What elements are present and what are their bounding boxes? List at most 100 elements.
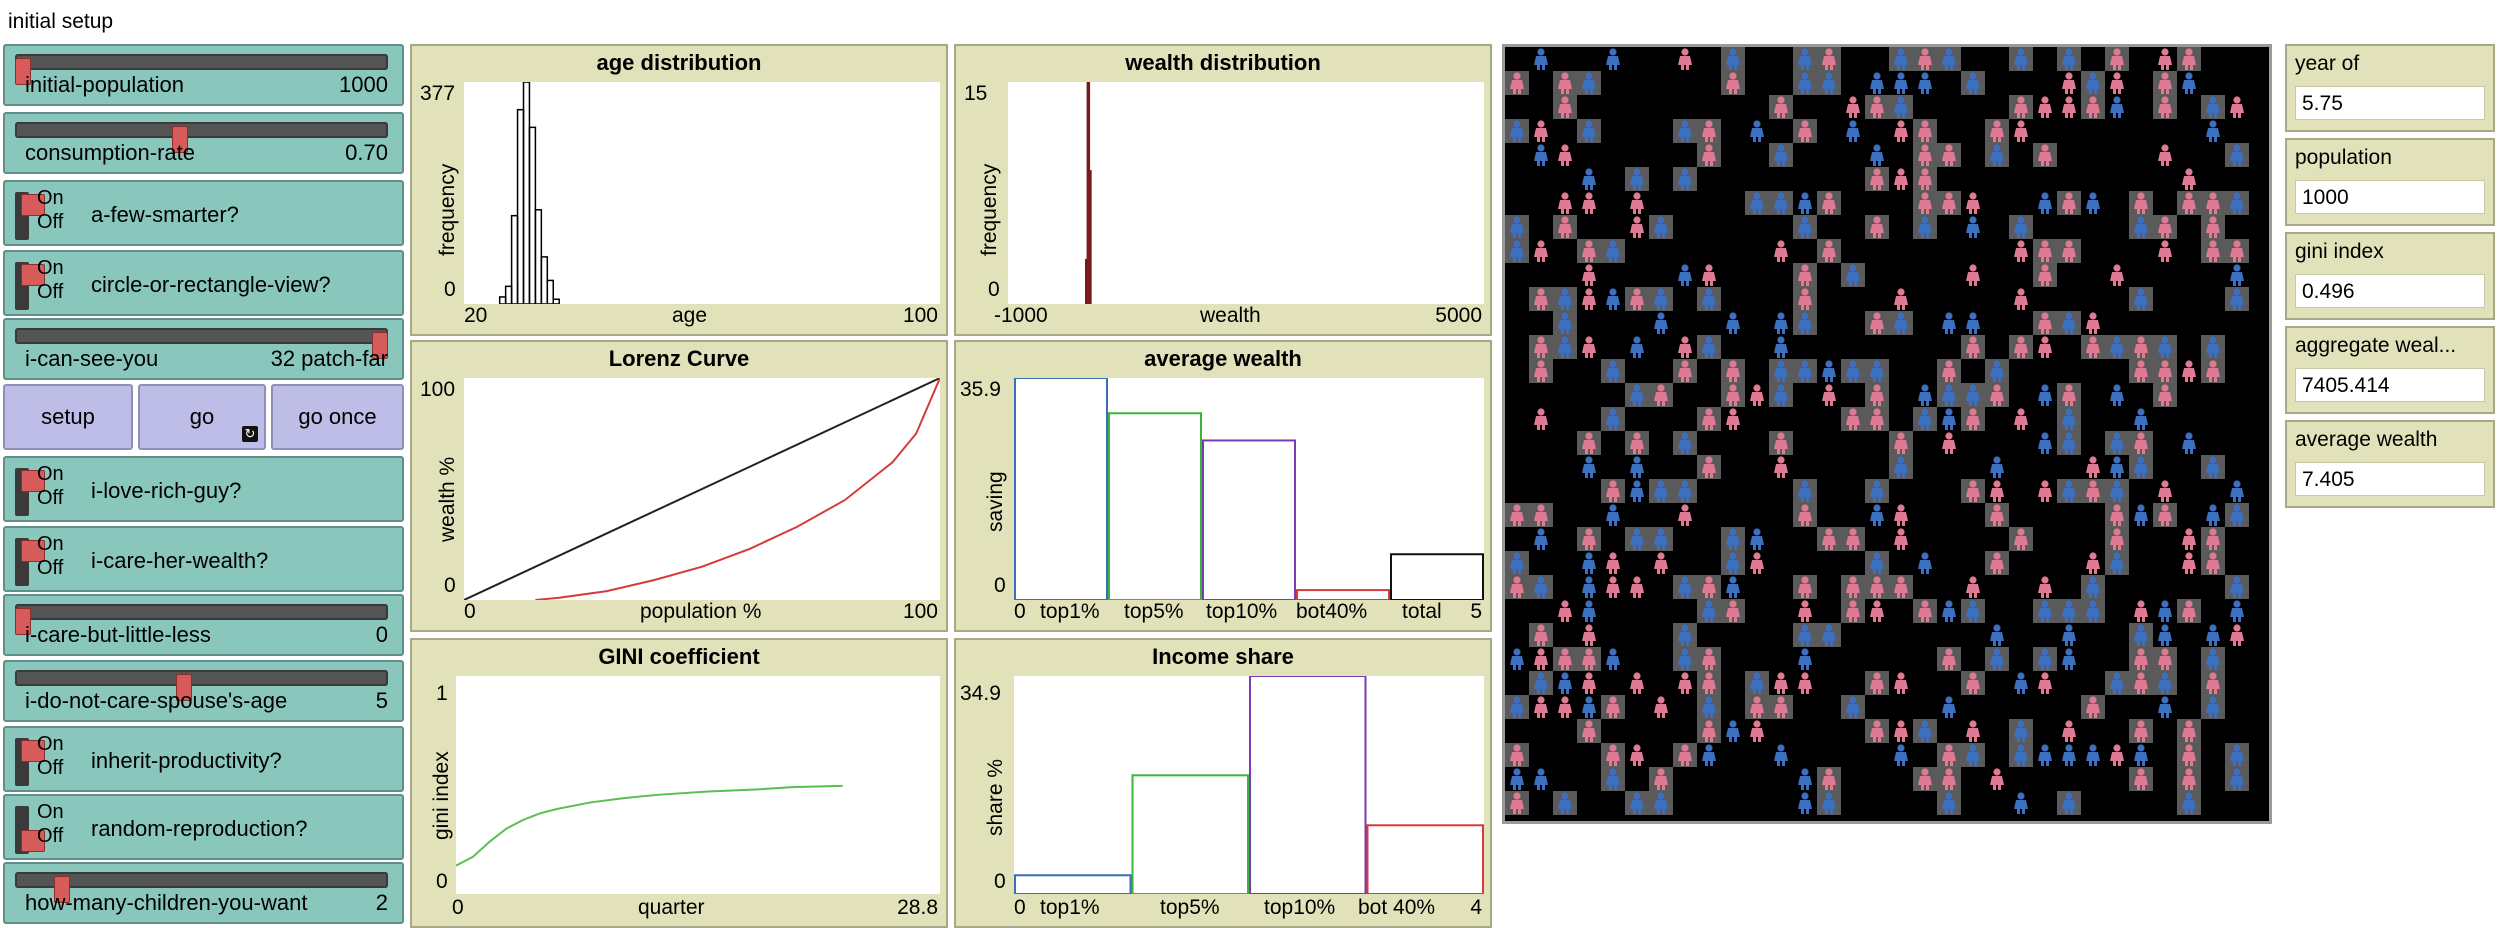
agent-head xyxy=(2041,192,2049,200)
slider-track[interactable] xyxy=(15,54,388,85)
i-care-but-little-less-slider[interactable]: i-care-but-little-less 0 xyxy=(3,594,404,656)
switch-knob[interactable] xyxy=(21,540,45,562)
agent-leg xyxy=(1758,569,1761,574)
agent-leg xyxy=(1897,737,1900,742)
agent-body xyxy=(2134,416,2148,425)
slider-track[interactable] xyxy=(15,872,388,903)
agent-leg xyxy=(2046,449,2049,454)
slider-knob[interactable] xyxy=(54,876,71,903)
person-agent xyxy=(1534,120,1548,142)
person-agent xyxy=(1870,312,1884,334)
person-agent xyxy=(1678,432,1692,454)
inherit-productivity-switch[interactable]: On Off inherit-productivity? xyxy=(3,726,404,792)
agent-leg xyxy=(1993,521,1996,526)
switch-track[interactable] xyxy=(15,192,45,240)
agent-body xyxy=(1678,272,1692,281)
slider-track[interactable] xyxy=(15,670,388,701)
slider-track[interactable] xyxy=(15,604,388,635)
setup-button[interactable]: setup xyxy=(3,384,133,450)
person-agent xyxy=(1702,648,1716,670)
initial-population-slider[interactable]: initial-population 1000 xyxy=(3,44,404,106)
agent-head xyxy=(1897,120,1905,128)
i-love-rich-guy-switch[interactable]: On Off i-love-rich-guy? xyxy=(3,456,404,522)
switch-knob[interactable] xyxy=(21,264,45,286)
income-share-plot: Income share 34.9 0 share % 0 top1% top5… xyxy=(954,638,1492,928)
agent-leg xyxy=(1590,545,1593,550)
slider-knob[interactable] xyxy=(175,674,192,701)
agent-leg xyxy=(2137,785,2140,790)
agent-head xyxy=(1561,216,1569,224)
i-care-her-wealth-switch[interactable]: On Off i-care-her-wealth? xyxy=(3,526,404,592)
agent-head xyxy=(1657,792,1665,800)
person-agent xyxy=(1702,120,1716,142)
agent-body xyxy=(2110,464,2124,473)
agent-leg xyxy=(1902,689,1905,694)
person-agent xyxy=(1774,672,1788,694)
person-agent xyxy=(2110,552,2124,574)
switch-knob[interactable] xyxy=(21,830,45,852)
agent-body xyxy=(1894,104,1908,113)
agent-head xyxy=(1561,792,1569,800)
go-once-button[interactable]: go once xyxy=(271,384,404,450)
person-agent xyxy=(1942,648,1956,670)
agent-leg xyxy=(1686,593,1689,598)
agent-body xyxy=(1990,560,2004,569)
agent-leg xyxy=(1590,137,1593,142)
i-can-see-you-slider[interactable]: i-can-see-you 32 patch-far xyxy=(3,318,404,380)
agent-body xyxy=(1582,128,1596,137)
agent-leg xyxy=(1998,161,2001,166)
random-reproduction-switch[interactable]: On Off random-reproduction? xyxy=(3,794,404,860)
switch-track[interactable] xyxy=(15,738,45,786)
person-agent xyxy=(2206,552,2220,574)
switch-knob[interactable] xyxy=(21,470,45,492)
person-agent xyxy=(2038,432,2052,454)
agent-leg xyxy=(1657,809,1660,814)
switch-track[interactable] xyxy=(15,538,45,586)
switch-knob[interactable] xyxy=(21,740,45,762)
agent-head xyxy=(1897,504,1905,512)
person-agent xyxy=(1942,312,1956,334)
agent-leg xyxy=(1518,785,1521,790)
agent-leg xyxy=(2113,65,2116,70)
agent-head xyxy=(1897,672,1905,680)
agent-head xyxy=(1633,216,1641,224)
a-few-smarter-switch[interactable]: On Off a-few-smarter? xyxy=(3,180,404,246)
agent-body xyxy=(1654,296,1668,305)
agent-leg xyxy=(1945,425,1948,430)
how-many-children-slider[interactable]: how-many-children-you-want 2 xyxy=(3,862,404,924)
agent-leg xyxy=(1638,401,1641,406)
agent-head xyxy=(2233,600,2241,608)
agent-leg xyxy=(2238,113,2241,118)
agent-leg xyxy=(1873,401,1876,406)
agent-body xyxy=(1918,56,1932,65)
slider-knob[interactable] xyxy=(172,126,189,153)
person-agent xyxy=(1558,792,1572,814)
switch-knob[interactable] xyxy=(21,194,45,216)
person-agent xyxy=(1894,672,1908,694)
person-agent xyxy=(1798,360,1812,382)
person-agent xyxy=(2230,240,2244,262)
agent-leg xyxy=(1585,665,1588,670)
agent-leg xyxy=(2137,449,2140,454)
world-view[interactable] xyxy=(1502,44,2272,824)
switch-track[interactable] xyxy=(15,806,45,854)
circle-or-rectangle-view-switch[interactable]: On Off circle-or-rectangle-view? xyxy=(3,250,404,316)
i-do-not-care-spouses-age-slider[interactable]: i-do-not-care-spouse's-age 5 xyxy=(3,660,404,722)
consumption-rate-slider[interactable]: consumption-rate 0.70 xyxy=(3,112,404,174)
slider-track[interactable] xyxy=(15,122,388,153)
person-agent xyxy=(2134,744,2148,766)
agent-head xyxy=(1681,480,1689,488)
slider-knob[interactable] xyxy=(372,332,388,359)
agent-body xyxy=(1918,392,1932,401)
slider-knob[interactable] xyxy=(15,608,31,635)
agent-leg xyxy=(1950,809,1953,814)
agent-head xyxy=(1585,288,1593,296)
switch-track[interactable] xyxy=(15,262,45,310)
agent-leg xyxy=(1854,713,1857,718)
go-button[interactable]: go ↻ xyxy=(138,384,266,450)
agent-body xyxy=(2134,752,2148,761)
switch-track[interactable] xyxy=(15,468,45,516)
slider-knob[interactable] xyxy=(15,58,31,85)
slider-track[interactable] xyxy=(15,328,388,359)
agent-leg xyxy=(1897,521,1900,526)
